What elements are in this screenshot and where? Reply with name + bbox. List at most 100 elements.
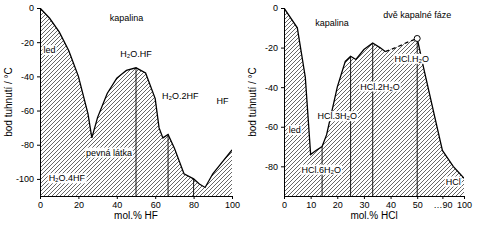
tick: 30 [359, 196, 369, 210]
x-axis: 020406080100 [38, 196, 240, 210]
annotation: pevná látka [85, 148, 133, 158]
annotation: H₂O.HF [119, 49, 153, 59]
annotation-text: HCl.2H₂O [360, 82, 400, 92]
tick-label: 40 [386, 200, 396, 210]
tick-mark [281, 166, 284, 167]
tick-label: 10 [306, 200, 316, 210]
annotation: HCl [445, 177, 462, 187]
area [284, 8, 385, 196]
annotation: HCl.6H₂O [301, 165, 343, 175]
tick: -20 [265, 43, 284, 53]
tick-label: -40 [21, 72, 34, 82]
tick: 60 [151, 196, 161, 210]
point [414, 35, 420, 41]
tick: 20 [74, 196, 84, 210]
annotation-text: kapalina [110, 13, 144, 23]
label-bg [109, 13, 145, 23]
curve [40, 8, 232, 187]
label-bg [394, 54, 431, 64]
tick-label: 80 [189, 200, 199, 210]
y-axis-title: bod tuhnutí / °C [3, 67, 14, 137]
tick: -20 [21, 38, 40, 48]
tick-mark [155, 196, 156, 199]
tick: -60 [265, 122, 284, 132]
tick-label: 40 [112, 200, 122, 210]
tick: 0 [29, 3, 40, 13]
tick: …90 [433, 196, 452, 210]
annotation-text: HF [216, 96, 228, 106]
annotation-text: H₂O.2HF [162, 91, 199, 101]
tick-mark [37, 76, 40, 77]
compound-line [193, 179, 194, 196]
tick-mark [311, 196, 312, 199]
x-axis-title: mol.% HCl [350, 210, 397, 221]
label-bg [48, 173, 87, 183]
tick-mark [281, 127, 284, 128]
annotation-text: H₂O.4HF [49, 173, 86, 183]
compound-line [372, 43, 373, 196]
plot-area [284, 8, 464, 196]
tick: 80 [189, 196, 199, 210]
axis-line [41, 196, 233, 197]
tick-label: -100 [16, 174, 34, 184]
label-bg [317, 111, 359, 121]
label-bg [119, 49, 153, 59]
chart: 0204060801000-20-40-60-80-100mol.% HFbod… [3, 3, 240, 221]
tick: 100 [457, 196, 472, 210]
tick-label: …90 [433, 200, 452, 210]
tick: 50 [413, 196, 423, 210]
tick: -40 [265, 83, 284, 93]
tick: -80 [21, 140, 40, 150]
annotation: led [43, 45, 57, 55]
tick: 10 [306, 196, 316, 210]
annotations: kapalinadvě kapalné fázeledHCl.6H₂OHCl.3… [288, 10, 462, 186]
tick: -80 [265, 162, 284, 172]
tick-label: 50 [413, 200, 423, 210]
tick-label: -20 [265, 43, 278, 53]
tick: -100 [16, 174, 40, 184]
annotation: HF [215, 96, 229, 106]
tick-label: -80 [21, 140, 34, 150]
tick: 0 [273, 3, 284, 13]
tick-label: -20 [21, 38, 34, 48]
annotation: HCl.2H₂O [359, 82, 401, 92]
annotation: H₂O.2HF [161, 91, 200, 101]
tick-label: 60 [151, 200, 161, 210]
tick-mark [37, 42, 40, 43]
area [40, 8, 232, 196]
label-bg [161, 91, 200, 101]
compound-line [136, 68, 137, 196]
annotation-text: HCl.H₂O [395, 54, 430, 64]
annotation: HCl.3H₂O [317, 111, 359, 121]
tick-mark [37, 145, 40, 146]
axis-line [284, 9, 285, 197]
annotation-text: HCl.3H₂O [318, 111, 358, 121]
annotation-text: HCl [446, 177, 461, 187]
annotation-text: kapalina [315, 18, 349, 28]
annotation-text: H₂O.HF [120, 49, 152, 59]
label-bg [215, 96, 229, 106]
tick: 0 [282, 196, 287, 210]
tick-label: -60 [21, 106, 34, 116]
label-bg [288, 125, 302, 135]
tick-label: 0 [273, 3, 278, 13]
tick-label: 20 [74, 200, 84, 210]
compound-line [350, 56, 351, 196]
annotation: kapalina [109, 13, 145, 23]
label-bg [445, 177, 462, 187]
tick-mark [37, 111, 40, 112]
tick-mark [281, 87, 284, 88]
label-bg [314, 18, 350, 28]
label-bg [43, 45, 57, 55]
tick-label: 30 [359, 200, 369, 210]
tick-label: 0 [29, 3, 34, 13]
tick-mark [37, 8, 40, 9]
y-axis: 0 -20 -40 -60 -80 -100 [16, 3, 41, 196]
annotation-text: led [289, 125, 301, 135]
tick-label: 100 [225, 200, 240, 210]
tick-label: -60 [265, 122, 278, 132]
tick-mark [78, 196, 79, 199]
compound-line [168, 134, 169, 196]
tick-mark [232, 196, 233, 199]
annotation-text: led [44, 45, 56, 55]
